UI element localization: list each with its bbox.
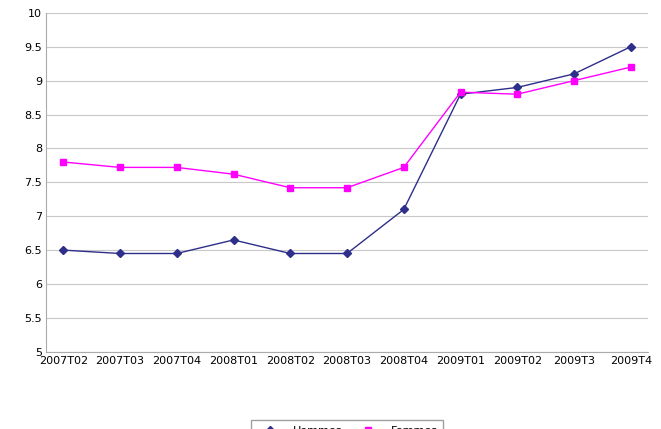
Hommes <box>229 237 237 242</box>
Hommes <box>457 92 465 97</box>
Femmes <box>343 185 351 190</box>
Femmes <box>116 165 124 170</box>
Hommes <box>514 85 522 90</box>
Femmes <box>286 185 294 190</box>
Femmes <box>400 165 408 170</box>
Hommes <box>286 251 294 256</box>
Legend: Hommes, Femmes: Hommes, Femmes <box>251 420 443 429</box>
Femmes <box>570 78 578 83</box>
Hommes <box>627 44 635 49</box>
Femmes <box>514 92 522 97</box>
Femmes <box>457 90 465 95</box>
Hommes <box>570 71 578 76</box>
Hommes <box>116 251 124 256</box>
Hommes <box>173 251 180 256</box>
Hommes <box>400 207 408 212</box>
Femmes <box>229 172 237 177</box>
Hommes <box>343 251 351 256</box>
Femmes <box>173 165 180 170</box>
Line: Hommes: Hommes <box>61 44 633 256</box>
Line: Femmes: Femmes <box>60 63 634 191</box>
Femmes <box>627 64 635 69</box>
Hommes <box>59 248 67 253</box>
Femmes <box>59 160 67 165</box>
